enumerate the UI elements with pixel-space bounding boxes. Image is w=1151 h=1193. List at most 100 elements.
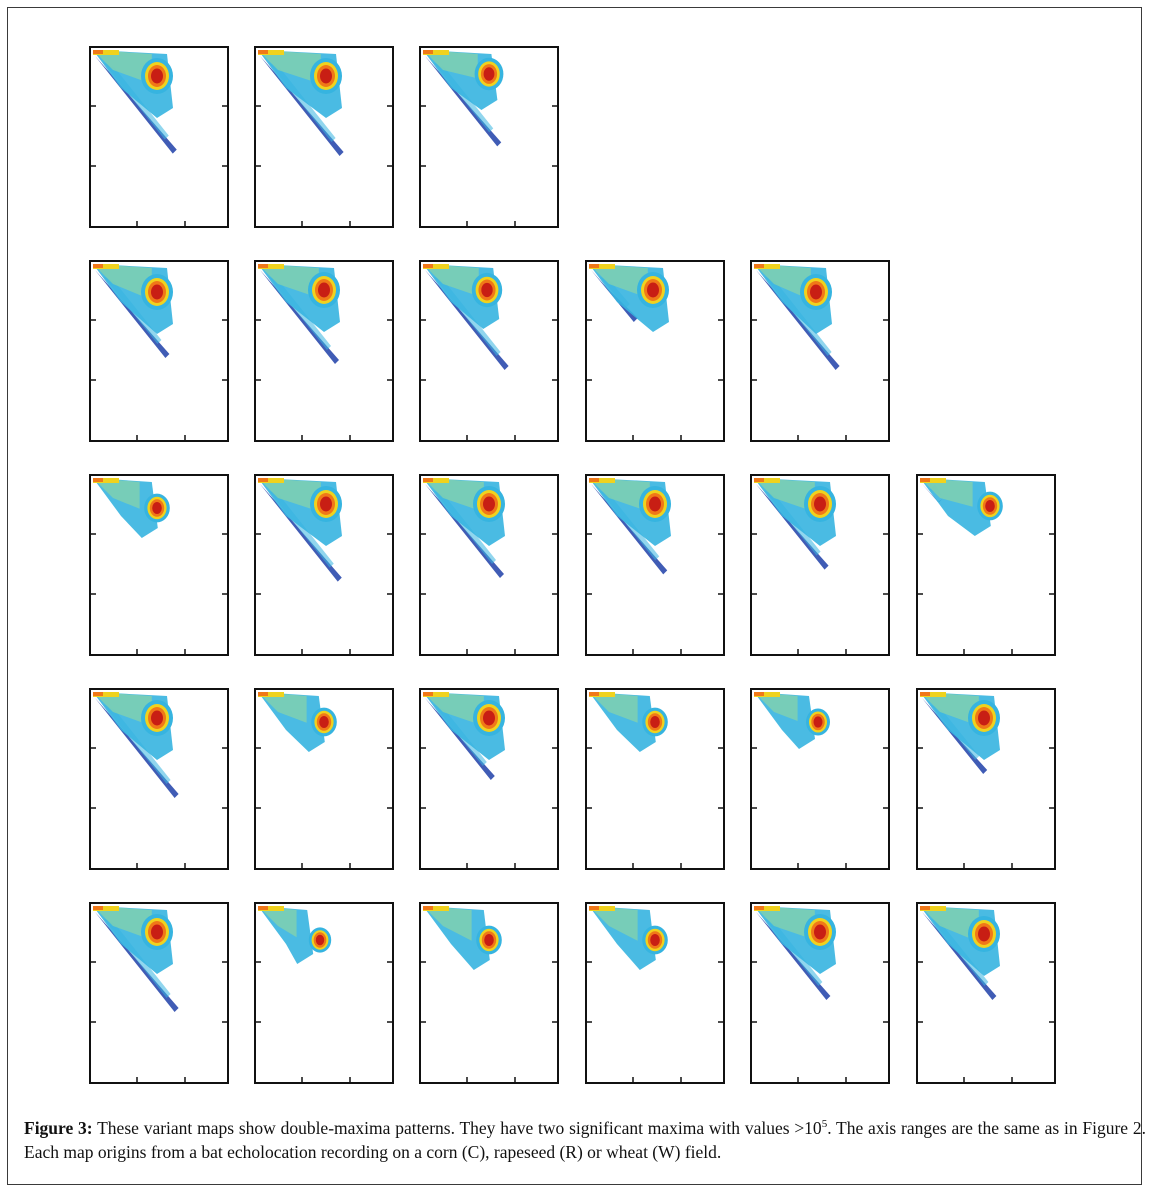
maximum-core [483, 67, 495, 81]
maximum-core [320, 496, 332, 512]
heatmap-plot [421, 692, 557, 868]
heatmap-panel [750, 902, 890, 1084]
density-edge-peak [423, 50, 433, 54]
maximum-core [483, 710, 495, 726]
density-wedge-mid [423, 50, 478, 79]
heatmap-panel [916, 902, 1056, 1084]
maximum-core [151, 710, 163, 726]
density-wedge [258, 906, 314, 964]
heatmap-panel [585, 902, 725, 1084]
density-edge [258, 692, 284, 697]
density-tail [425, 56, 502, 147]
density-edge [93, 264, 119, 269]
heatmap-plot [91, 906, 227, 1082]
heatmap-panel [750, 474, 890, 656]
maximum-core [315, 934, 325, 946]
density-edge-peak [589, 906, 599, 910]
density-edge [754, 264, 780, 269]
density-edge [93, 478, 119, 483]
maximum-core [319, 716, 329, 728]
density-wedge-mid [93, 692, 152, 726]
maximum-core [484, 934, 494, 946]
density-edge [423, 692, 449, 697]
density-edge [920, 906, 946, 911]
maximum-core [814, 496, 826, 512]
density-edge [423, 50, 449, 55]
heatmap-panel [254, 688, 394, 870]
caption-text-1: These variant maps show double-maxima pa… [92, 1118, 822, 1138]
density-edge [423, 906, 449, 911]
density-wedge-mid [920, 906, 979, 942]
maximum-core [650, 716, 660, 728]
density-edge-peak [423, 692, 433, 696]
heatmap-panel [916, 688, 1056, 870]
density-edge [589, 906, 615, 911]
density-wedge-mid [920, 692, 979, 726]
density-edge [423, 264, 449, 269]
density-wedge-mid [93, 264, 152, 300]
density-wedge-mid [258, 906, 297, 938]
density-wedge-mid [258, 692, 307, 723]
density-wedge-mid [754, 478, 815, 512]
density-edge-peak [93, 50, 103, 54]
density-edge-peak [589, 478, 599, 482]
density-tail [756, 912, 831, 1000]
heatmap-plot [587, 906, 723, 1082]
density-edge-peak [258, 50, 268, 54]
heatmap-panel [585, 260, 725, 442]
density-edge-peak [754, 906, 764, 910]
density-tail [95, 270, 170, 358]
maximum-core [814, 924, 826, 940]
heatmap-plot [752, 692, 888, 868]
density-wedge-mid [920, 478, 973, 507]
density-wedge-mid [589, 264, 648, 298]
heatmap-panel [750, 260, 890, 442]
maximum-core [152, 502, 162, 514]
density-wedge-mid [423, 264, 479, 297]
density-wedge-mid [754, 692, 798, 721]
density-edge [920, 692, 946, 697]
density-edge-peak [258, 906, 268, 910]
density-edge [589, 692, 615, 697]
density-edge-peak [258, 692, 268, 696]
heatmap-plot [421, 478, 557, 654]
density-edge [920, 478, 946, 483]
density-edge-peak [754, 478, 764, 482]
density-wedge-mid [93, 478, 140, 509]
density-wedge-mid [589, 478, 650, 512]
density-edge-peak [589, 692, 599, 696]
density-wedge-mid [258, 264, 319, 298]
caption-superscript: 5 [821, 1118, 828, 1131]
density-wedge-mid [93, 50, 152, 84]
maximum-core [650, 934, 660, 946]
density-edge [258, 906, 284, 911]
density-wedge-mid [754, 264, 811, 300]
caption-text-2: . The axis ranges are the same as in Fig… [24, 1118, 1146, 1162]
maximum-core [151, 284, 163, 300]
figure-caption: Figure 3: These variant maps show double… [24, 1116, 1146, 1164]
heatmap-panel [254, 46, 394, 228]
maximum-core [151, 68, 163, 84]
maximum-core [649, 496, 661, 512]
density-wedge-mid [589, 692, 638, 723]
density-edge [754, 692, 780, 697]
density-edge [93, 906, 119, 911]
density-edge [258, 478, 284, 483]
maximum-core [985, 500, 995, 512]
density-edge-peak [423, 478, 433, 482]
maximum-core [318, 282, 330, 298]
heatmap-plot [587, 264, 723, 440]
heatmap-plot [91, 692, 227, 868]
density-edge-peak [920, 692, 930, 696]
density-edge [754, 478, 780, 483]
heatmap-panel [585, 688, 725, 870]
density-edge-peak [93, 478, 103, 482]
density-edge-peak [93, 906, 103, 910]
heatmap-panel [89, 474, 229, 656]
density-edge-peak [93, 692, 103, 696]
maximum-core [151, 924, 163, 940]
heatmap-panel [254, 902, 394, 1084]
heatmap-plot [91, 264, 227, 440]
density-edge-peak [258, 264, 268, 268]
density-tail [922, 912, 997, 1000]
